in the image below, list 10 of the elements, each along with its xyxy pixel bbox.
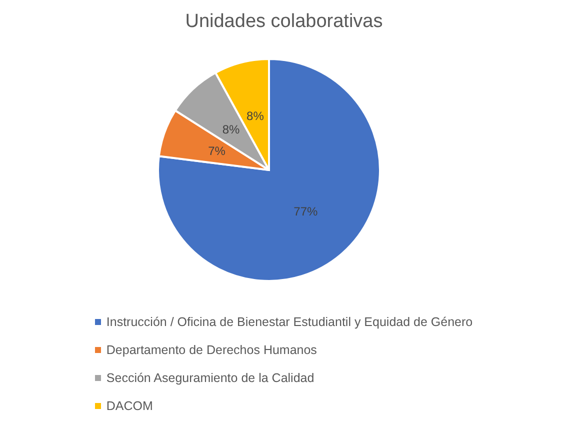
data-label: 8% — [222, 122, 240, 137]
legend-label: Sección Aseguramiento de la Calidad — [106, 371, 314, 385]
legend-label: DACOM — [106, 399, 153, 413]
data-label: 8% — [246, 109, 264, 124]
data-label: 77% — [294, 204, 318, 219]
legend-label: Departamento de Derechos Humanos — [106, 343, 317, 357]
chart-title: Unidades colaborativas — [184, 11, 384, 33]
pie-slice — [157, 58, 381, 282]
legend-label: Instrucción / Oficina de Bienestar Estudiantil y Equidad de Género — [106, 315, 473, 329]
data-label: 7% — [208, 144, 226, 158]
